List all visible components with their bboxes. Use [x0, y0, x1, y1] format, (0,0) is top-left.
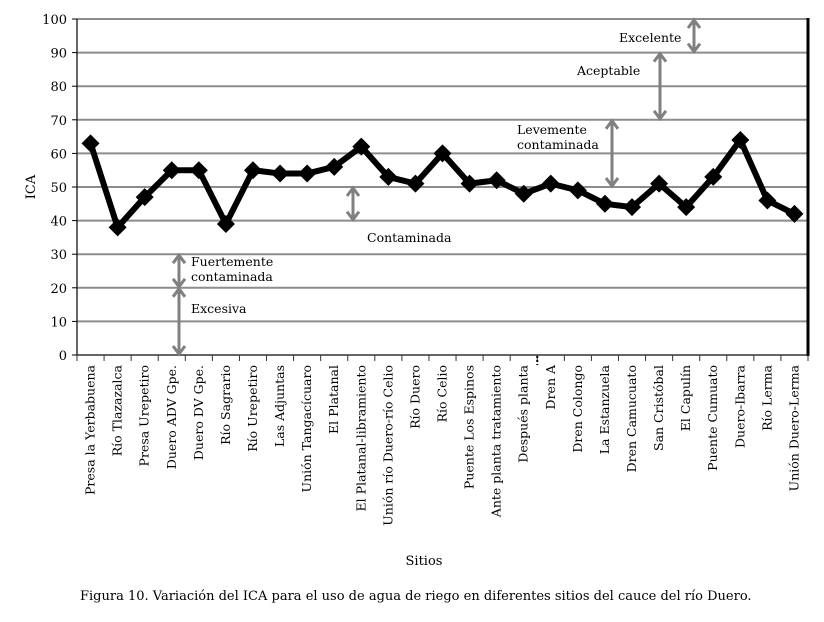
y-tick-label: 40: [50, 215, 67, 230]
y-tick-label: 70: [50, 114, 67, 129]
data-point-marker: [271, 164, 290, 183]
data-point-marker: [731, 130, 750, 149]
x-category-label: Después planta: [516, 364, 531, 462]
arrow-down-head-icon: [604, 177, 620, 189]
x-category-label: La Estanzuela: [597, 364, 612, 454]
data-point-marker: [623, 198, 642, 217]
x-category-label: Unión río Duero-río Celio: [380, 365, 395, 526]
x-category-label: Río Sagrario: [218, 365, 233, 445]
data-point-marker: [108, 218, 127, 237]
x-category-label: El Capulín: [678, 365, 693, 431]
x-axis-ticks: Presa la Yerbabuena Río Tlazazalca Presa U…: [76, 355, 809, 526]
annotation-label: contaminada: [517, 137, 599, 152]
data-point-marker: [325, 157, 344, 176]
x-category-label: Río Tlazazalca: [110, 364, 125, 456]
y-tick-label: 80: [50, 80, 67, 95]
arrow-up-head-icon: [604, 118, 620, 130]
annotation-label: Contaminada: [367, 230, 452, 245]
data-point-marker: [568, 181, 587, 200]
annotation-label: Excesiva: [191, 301, 247, 316]
y-tick-label: 50: [50, 181, 67, 196]
arrow-up-head-icon: [345, 185, 361, 197]
x-category-label: Puente Cumuato: [705, 365, 720, 471]
annotation-label: Aceptable: [576, 63, 640, 78]
x-category-label: Unión Tangacícuaro: [299, 365, 314, 492]
arrow-up-head-icon: [686, 17, 702, 29]
x-category-label: Río Celio: [435, 365, 450, 422]
data-point-marker: [514, 184, 533, 203]
x-category-label: Puente Los Espinos: [462, 365, 477, 489]
data-point-marker: [135, 188, 154, 207]
y-tick-label: 60: [50, 147, 67, 162]
data-point-marker: [81, 134, 100, 153]
x-category-label: Duero DV Gpe.: [191, 365, 206, 460]
data-point-marker: [541, 174, 560, 193]
x-category-label: El Platanal: [326, 365, 341, 434]
y-tick-label: 10: [50, 315, 67, 330]
annotation-label: Fuertemente: [191, 254, 273, 269]
y-tick-label: 100: [42, 13, 67, 28]
y-axis-ticks: 0 10 20 30 40 50 60 70 80 90 100: [42, 13, 77, 364]
x-category-label: Río Duero: [407, 365, 422, 429]
x-category-label: Duero ADV Gpe.: [164, 365, 179, 469]
data-point-marker: [162, 161, 181, 180]
data-point-marker: [433, 144, 452, 163]
arrow-up-head-icon: [171, 252, 187, 265]
y-axis-label: ICA: [24, 174, 39, 199]
data-point-marker: [785, 204, 804, 223]
quality-annotations: ExcelenteAceptableLevementecontaminadaCo…: [171, 17, 702, 357]
arrow-down-head-icon: [652, 109, 668, 122]
x-category-label: Presa Urepetiro: [137, 365, 152, 466]
data-point-marker: [460, 174, 479, 193]
arrow-down-head-icon: [171, 345, 187, 357]
x-category-label: Río Lerma: [759, 364, 774, 430]
x-category-label: San Cristóbal: [651, 365, 666, 451]
x-category-label: Dren A: [543, 364, 558, 409]
data-point-marker: [216, 214, 235, 233]
data-point-marker: [595, 194, 614, 213]
x-category-label: Ante planta tratamiento: [489, 365, 504, 518]
data-point-marker: [352, 137, 371, 156]
arrow-up-head-icon: [171, 286, 187, 298]
annotation-label: contaminada: [191, 269, 273, 284]
y-tick-label: 0: [59, 349, 67, 364]
arrow-up-head-icon: [652, 51, 668, 63]
x-category-label: Presa la Yerbabuena: [83, 364, 98, 495]
y-tick-label: 30: [50, 248, 67, 263]
arrow-down-head-icon: [345, 210, 361, 223]
annotation-label: Levemente: [517, 122, 587, 137]
x-category-label: El Platanal-libramiento: [353, 365, 368, 511]
x-category-label: Dren Colongo: [570, 365, 585, 453]
data-point-marker: [406, 174, 425, 193]
data-point-marker: [704, 167, 723, 186]
data-point-marker: [650, 174, 669, 193]
x-category-label: Dren Camucuato: [624, 365, 639, 472]
data-point-marker: [677, 198, 696, 217]
data-point-marker: [379, 167, 398, 186]
arrow-down-head-icon: [686, 42, 702, 55]
annotation-label: Excelente: [619, 30, 681, 45]
data-point-marker: [189, 161, 208, 180]
x-category-label: Río Urepetiro: [245, 365, 260, 452]
y-tick-label: 90: [50, 47, 67, 62]
x-category-label: Unión Duero-Lerma: [786, 364, 801, 491]
x-category-label: Las Adjuntas: [272, 365, 287, 447]
data-point-marker: [487, 171, 506, 190]
x-axis-label: Sitios: [406, 554, 443, 569]
figure-caption: Figura 10. Variación del ICA para el uso…: [80, 589, 752, 604]
x-category-label: Duero-Ibarra: [732, 364, 747, 448]
data-point-marker: [298, 164, 317, 183]
data-point-marker: [758, 191, 777, 210]
gridlines: [76, 18, 810, 356]
data-point-marker: [243, 161, 262, 180]
ica-series: [81, 130, 804, 237]
y-tick-label: 20: [50, 282, 67, 297]
